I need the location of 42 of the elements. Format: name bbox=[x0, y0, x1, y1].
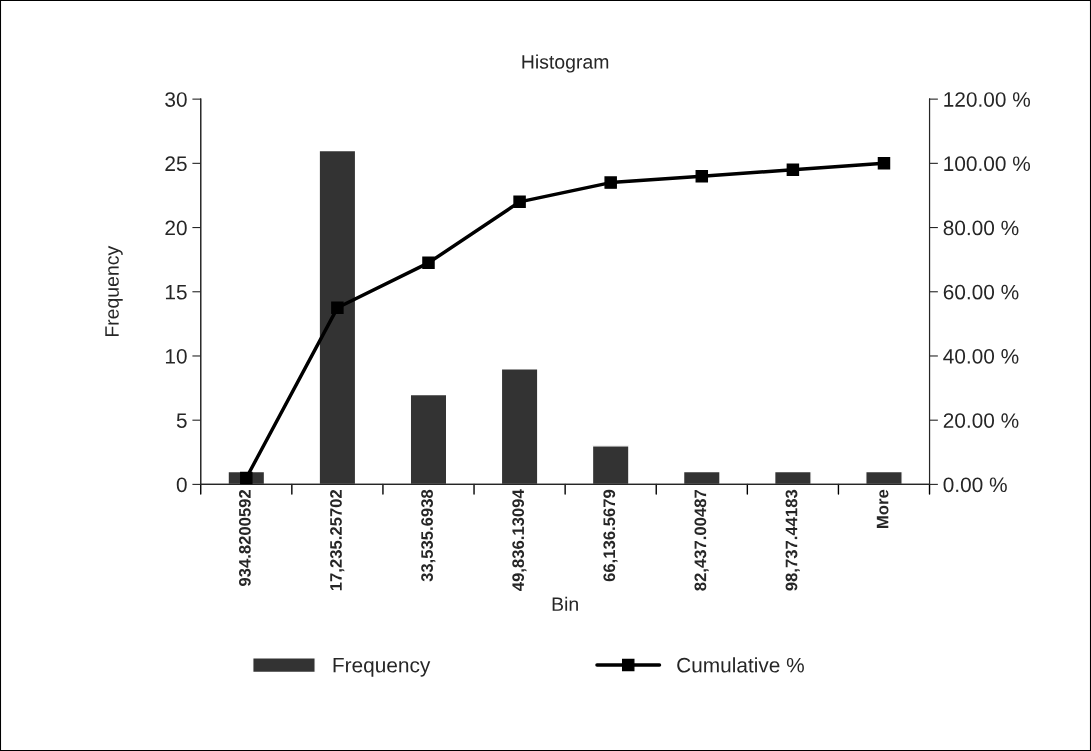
bar bbox=[500, 368, 539, 485]
x-tick-label: More bbox=[876, 489, 889, 528]
point bbox=[695, 169, 709, 183]
x-tick-label: 66,136.5679 bbox=[603, 489, 618, 582]
y2-tick-label: 100.00 % bbox=[944, 156, 1031, 172]
point bbox=[331, 301, 344, 315]
bar bbox=[865, 470, 903, 485]
point bbox=[513, 195, 526, 209]
y2-tick-label: 0.00 % bbox=[943, 477, 1007, 493]
bar bbox=[591, 445, 630, 485]
y2-tick-label: 120.00 % bbox=[944, 92, 1031, 107]
y-axis-title: Frequency bbox=[105, 245, 123, 337]
y-tick-label: 5 bbox=[176, 413, 187, 428]
point bbox=[604, 176, 617, 189]
y2-tick-label: 20.00 % bbox=[943, 413, 1019, 428]
point bbox=[422, 256, 435, 270]
x-tick-label: 49,836.13094 bbox=[512, 489, 527, 591]
y-tick-label: 0 bbox=[176, 477, 187, 493]
y-tick-label: 30 bbox=[165, 92, 187, 107]
legend-label: Cumulative % bbox=[677, 657, 804, 673]
y2-tick-label: 40.00 % bbox=[943, 348, 1019, 364]
bar bbox=[773, 470, 812, 485]
y2-tick-label: 60.00 % bbox=[943, 284, 1019, 300]
chart-title: Histogram bbox=[522, 54, 609, 73]
y2-tick-label: 80.00 % bbox=[943, 220, 1019, 236]
y-tick-label: 15 bbox=[165, 284, 187, 300]
bar bbox=[409, 393, 448, 485]
point bbox=[240, 471, 253, 485]
bar bbox=[682, 470, 721, 485]
x-tick-label: 98,737.44183 bbox=[785, 489, 800, 591]
y-tick-label: 20 bbox=[165, 220, 187, 236]
y-tick-label: 10 bbox=[165, 348, 187, 364]
x-tick-label: 934.8200592 bbox=[238, 489, 251, 586]
y-tick-label: 25 bbox=[165, 156, 187, 172]
bar bbox=[318, 149, 357, 485]
x-axis-title: Bin bbox=[552, 596, 578, 611]
x-tick-label: 17,235.25702 bbox=[330, 489, 345, 591]
legend-label: Frequency bbox=[333, 658, 431, 677]
point bbox=[786, 163, 800, 177]
point bbox=[877, 157, 891, 170]
x-tick-label: 82,437.00487 bbox=[694, 489, 709, 591]
x-tick-label: 33,535.6938 bbox=[421, 489, 436, 582]
